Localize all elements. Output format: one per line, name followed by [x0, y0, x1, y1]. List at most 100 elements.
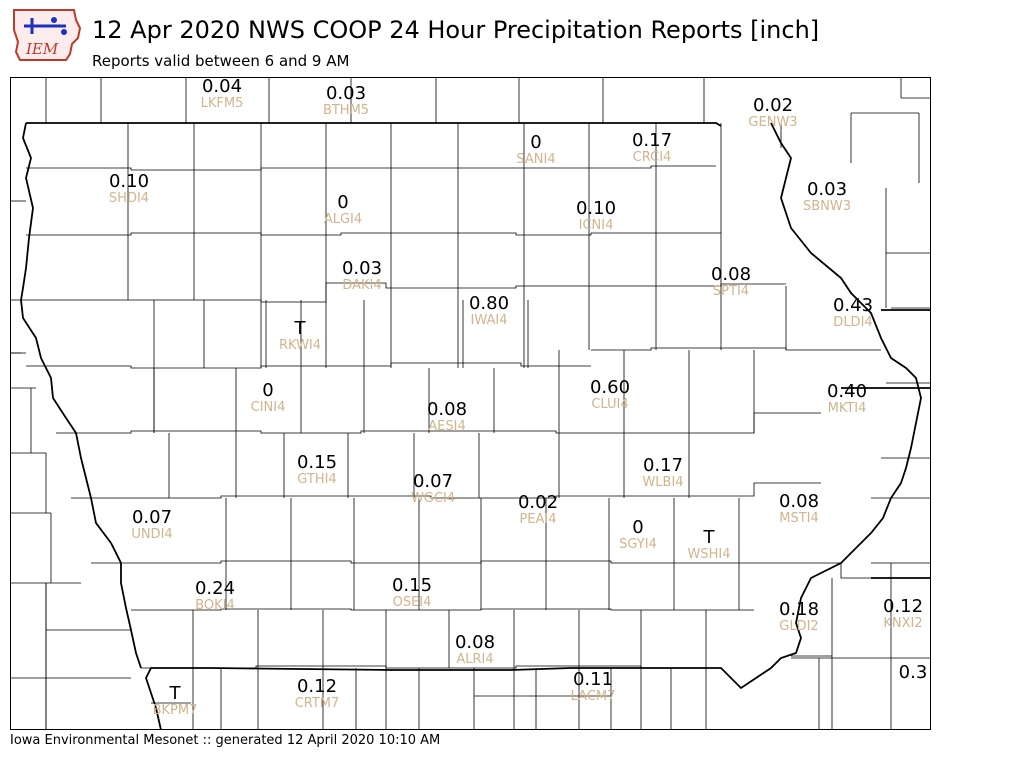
station-value: 0: [262, 380, 274, 401]
station-id: DAKI4: [342, 278, 382, 293]
station-id: CINI4: [250, 400, 286, 415]
station-marker: 0.07 WGCI4: [411, 471, 455, 506]
station-value: 0.18: [778, 599, 820, 620]
station-marker: T RKWI4: [278, 318, 322, 353]
station-value: 0.12: [882, 596, 924, 617]
station-value: 0.15: [391, 575, 433, 596]
station-value: 0.60: [589, 377, 631, 398]
page-subtitle: Reports valid between 6 and 9 AM: [92, 52, 350, 70]
station-marker: 0.10 ICNI4: [575, 198, 617, 233]
station-marker: 0.07 UNDI4: [131, 507, 173, 542]
station-id: WLBI4: [642, 475, 684, 490]
station-value: 0.08: [454, 632, 496, 653]
station-value: 0.08: [778, 491, 820, 512]
station-id: GTHI4: [297, 472, 337, 487]
station-value: 0.03: [806, 179, 848, 200]
station-id: AESI4: [428, 419, 466, 434]
station-id: RKWI4: [278, 338, 322, 353]
station-value: T: [703, 527, 715, 548]
station-id: BOKI4: [195, 598, 235, 613]
station-value: 0.04: [201, 77, 243, 97]
station-value: 0.03: [325, 83, 367, 104]
station-id: SBNW3: [802, 199, 852, 214]
station-id: CRTM7: [294, 696, 340, 711]
station-id: MKTI4: [827, 401, 867, 416]
station-marker: 0.08 SPTI4: [710, 264, 752, 299]
station-value: 0.15: [296, 452, 338, 473]
station-id: SGYI4: [619, 537, 657, 552]
station-marker: 0 CINI4: [250, 380, 286, 415]
station-value: 0.08: [710, 264, 752, 285]
station-marker: 0.17 CRCI4: [631, 130, 673, 165]
station-value: 0.11: [572, 669, 614, 690]
station-value: T: [169, 683, 181, 704]
station-marker: 0.08 ALRI4: [454, 632, 496, 667]
station-id: IWAI4: [470, 313, 508, 328]
station-id: ICNI4: [578, 218, 614, 233]
station-marker: 0.03 DAKI4: [341, 258, 383, 293]
station-id: SHDI4: [108, 191, 150, 206]
station-id: BTHM5: [322, 103, 370, 118]
station-value: 0: [632, 517, 644, 538]
footer-credit: Iowa Environmental Mesonet :: generated …: [10, 733, 441, 748]
station-marker: T WSHI4: [687, 527, 731, 562]
station-id: WSHI4: [687, 547, 731, 562]
station-id: GLDI2: [779, 619, 819, 634]
station-value: 0.12: [296, 676, 338, 697]
station-marker: 0.17 WLBI4: [642, 455, 684, 490]
station-marker: 0.3: [899, 664, 928, 683]
station-marker: 0.02 GENW3: [748, 95, 798, 130]
station-value: 0.07: [412, 471, 454, 492]
station-value: 0.17: [631, 130, 673, 151]
station-id: PEAI4: [519, 512, 557, 527]
station-value: 0.3: [898, 662, 928, 683]
station-id: BKPM7: [152, 703, 198, 718]
station-marker: 0 SANI4: [516, 132, 556, 167]
station-id: DLDI4: [833, 315, 873, 330]
station-marker: 0.24 BOKI4: [194, 578, 236, 613]
station-marker: 0.60 CLUI4: [589, 377, 631, 412]
station-marker: 0.12 KNXI2: [882, 596, 924, 631]
station-value: 0.24: [194, 578, 236, 599]
precipitation-map[interactable]: 0.04 LKFM5 0.03 BTHM5 0.02 GENW3 0 SANI4 0.17 CRC…: [10, 77, 931, 730]
station-marker: 0.02 PEAI4: [518, 494, 558, 527]
station-marker: 0.11 LACM7: [571, 669, 616, 704]
station-value: T: [294, 318, 306, 339]
station-id: MSTI4: [779, 511, 819, 526]
station-marker: 0.10 SHDI4: [108, 173, 150, 206]
station-marker: 0.03 SBNW3: [802, 179, 852, 214]
station-marker: 0.04 LKFM5: [201, 78, 244, 110]
station-value: 0.17: [642, 455, 684, 476]
station-value: 0: [337, 192, 349, 213]
station-value: 0.43: [832, 295, 874, 316]
station-id: OSEI4: [392, 595, 432, 610]
station-value: 0.08: [426, 399, 468, 420]
station-value: 0.40: [826, 381, 868, 402]
logo-text: IEM: [25, 40, 59, 58]
station-id: CLUI4: [591, 397, 629, 412]
page-title: 12 Apr 2020 NWS COOP 24 Hour Precipitati…: [92, 16, 820, 44]
station-marker: 0.40 MKTI4: [826, 381, 868, 416]
station-marker: 0.80 IWAI4: [468, 293, 510, 328]
station-value: 0: [530, 132, 542, 153]
station-value: 0.10: [575, 198, 617, 219]
station-id: GENW3: [748, 115, 798, 130]
station-marker: 0.18 GLDI2: [778, 599, 820, 634]
station-id: SANI4: [516, 152, 556, 167]
station-id: UNDI4: [131, 527, 173, 542]
county-boundaries: [11, 78, 930, 729]
station-marker: 0.08 AESI4: [426, 399, 468, 434]
station-marker: 0.12 CRTM7: [294, 676, 340, 711]
station-marker: 0.08 MSTI4: [778, 491, 820, 526]
station-marker: 0.15 GTHI4: [296, 452, 338, 487]
station-value: 0.02: [752, 95, 794, 116]
station-marker: 0 SGYI4: [619, 517, 657, 552]
station-id: LKFM5: [200, 96, 244, 111]
station-id: KNXI2: [883, 616, 923, 631]
station-value: 0.07: [131, 507, 173, 528]
station-value: 0.03: [341, 258, 383, 279]
station-marker: 0.43 DLDI4: [832, 295, 874, 330]
station-marker: T BKPM7: [152, 683, 198, 718]
station-id: ALGI4: [323, 212, 363, 227]
station-value: 0.80: [468, 293, 510, 314]
